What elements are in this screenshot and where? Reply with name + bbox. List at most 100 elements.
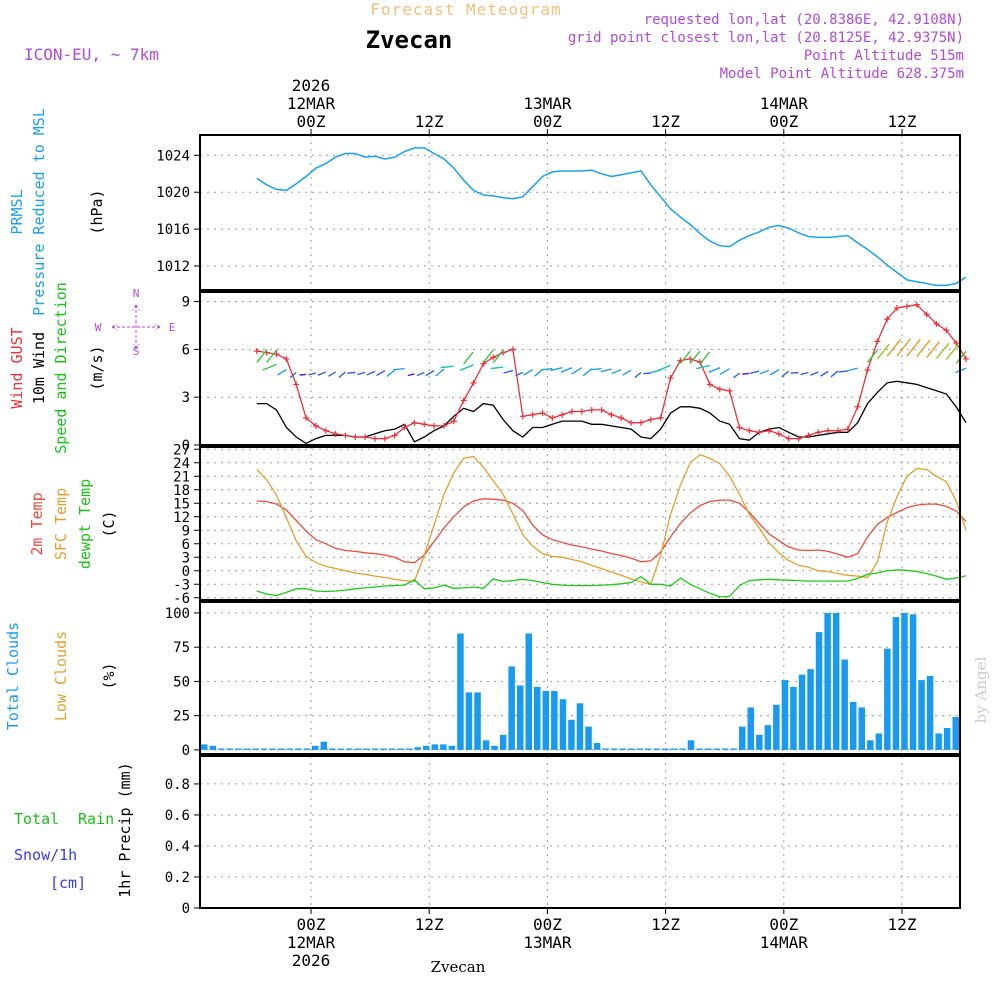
y-tick-label: 1012 [156, 259, 190, 275]
wind-direction-arrow [916, 339, 931, 358]
bottom-time-label: 00Z [533, 915, 562, 934]
gust-point [785, 435, 792, 442]
gust-point [578, 408, 585, 415]
y-tick-label: 100 [165, 606, 190, 622]
y-tick-label: 6 [182, 537, 190, 553]
dewpoint-series-line [256, 569, 967, 598]
gust-point [864, 367, 871, 374]
gust-point [618, 414, 625, 421]
wind-direction-arrow [830, 370, 839, 378]
gust-point [923, 311, 930, 318]
gust-point [637, 419, 644, 426]
compass-s-label: S [133, 345, 140, 358]
gust-point [884, 316, 891, 323]
cloud-bar [337, 748, 345, 750]
wind-direction-arrow [256, 349, 268, 363]
wind-direction-arrow [622, 369, 632, 376]
cloud-bar [721, 748, 729, 750]
y-tick-label: 0 [182, 438, 190, 454]
cloud-bar [440, 744, 447, 750]
gust-point [726, 387, 733, 394]
grid-layer: 10121016102010240369-6-30369121518212427… [156, 135, 960, 917]
wind-direction-arrow [790, 371, 799, 374]
gust-point [894, 304, 901, 311]
model-name: ICON-EU, ~ 7km [24, 45, 159, 64]
cloud-bar [892, 617, 900, 750]
gust-point [825, 427, 832, 434]
pressure-series-line [256, 147, 967, 287]
wind-direction-arrow [781, 370, 790, 378]
cloud-bar [841, 659, 848, 750]
y-tick-label: -3 [173, 577, 190, 593]
wind-direction-arrow [338, 371, 346, 378]
wind-direction-arrow [515, 371, 524, 377]
wind-direction-arrow [571, 367, 583, 375]
cloud-bar [952, 717, 959, 750]
panel-frames [199, 134, 961, 909]
panel-frame [199, 291, 961, 446]
wind-direction-arrow [955, 350, 967, 364]
wind-direction-arrow [366, 370, 376, 376]
bottom-time-label: 14MAR [760, 933, 809, 952]
cloud-bar [653, 748, 661, 750]
wind-direction-arrow [492, 349, 504, 364]
y-tick-label: 3 [182, 390, 190, 406]
gust-point [805, 432, 812, 439]
wind-direction-arrow [689, 350, 701, 364]
gust-point [362, 434, 369, 441]
wind-panel [253, 301, 970, 445]
gust-point [815, 429, 822, 436]
cloud-bar [739, 726, 746, 750]
panel-labels: PRMSL Pressure Reduced to MSL (hPa) Wind GU… [4, 108, 175, 898]
cloud-bar [756, 734, 763, 750]
cloud-bar [320, 741, 328, 750]
wind-direction-arrow [440, 365, 454, 369]
cloud-bar [781, 680, 789, 750]
cloud-bar [935, 733, 942, 750]
cloud-bar [286, 748, 293, 750]
gust-point [539, 410, 546, 417]
gust-point [303, 414, 310, 421]
cloud-bar [773, 704, 780, 750]
y-tick-label: 1024 [156, 148, 190, 164]
gust-point [460, 397, 467, 404]
wind-direction-arrow [886, 338, 902, 357]
wind-direction-arrow [742, 372, 750, 375]
gust-point [342, 432, 349, 439]
cloud-bar [901, 613, 908, 750]
y-tick-label: 6 [182, 342, 190, 358]
cloud-bar [491, 745, 498, 750]
y-tick-label: 3 [182, 550, 190, 566]
gust-point [559, 411, 566, 418]
cloud-bar [303, 748, 310, 750]
wind-direction-arrow [317, 371, 327, 376]
cloud-bar [926, 675, 934, 750]
gust-point [293, 381, 300, 388]
cloud-bar [329, 748, 336, 750]
cloud-bar [405, 748, 413, 750]
cloud-bar [576, 703, 584, 750]
wind-direction-arrow [503, 369, 514, 374]
gust-point [903, 303, 910, 310]
panel-frame [199, 134, 961, 291]
wind-direction-arrow [876, 343, 890, 360]
cloud-bar [209, 745, 216, 750]
footer-station: Zvecan [431, 958, 486, 976]
cloud-bar [371, 748, 379, 750]
wind-direction-arrow [308, 372, 317, 376]
gust-point [391, 432, 398, 439]
wind-direction-arrow [750, 370, 760, 374]
y-tick-label: 12 [173, 510, 190, 526]
label-total-clouds: Total Clouds [4, 622, 22, 730]
wind-direction-arrow [800, 371, 809, 376]
wind-direction-arrow [820, 370, 829, 377]
credit: by Angel [972, 656, 990, 723]
gust-point [569, 408, 576, 415]
gust-point [598, 406, 605, 413]
ylabel-pressure: (hPa) [88, 189, 106, 234]
cloud-bar [824, 613, 831, 750]
label-snow: Snow/1h [14, 846, 77, 864]
gust-point [775, 430, 782, 437]
gust-point [647, 416, 654, 423]
wind-direction-arrow [386, 369, 396, 378]
